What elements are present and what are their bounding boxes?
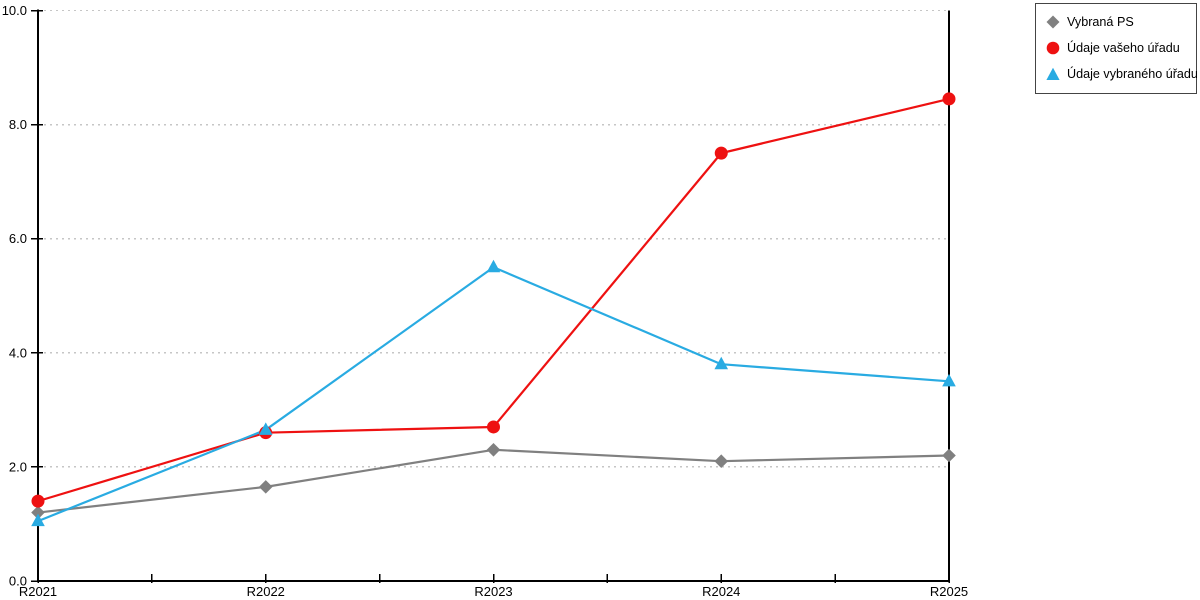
data-point xyxy=(31,505,45,520)
diamond-marker-icon xyxy=(1046,15,1060,29)
data-point xyxy=(487,420,500,434)
data-point xyxy=(486,442,501,457)
legend-label-udaje-vybraneho-uradu: Údaje vybraného úřadu xyxy=(1067,67,1198,81)
data-point xyxy=(258,422,273,435)
y-tick-label: 8.0 xyxy=(9,117,27,132)
legend-item-udaje-vaseho-uradu: Údaje vašeho úřadu xyxy=(1046,41,1190,55)
data-point xyxy=(942,92,956,106)
triangle-marker-icon xyxy=(1046,67,1060,80)
legend: Vybraná PS Údaje vašeho úřadu Údaje vybr… xyxy=(1035,3,1198,94)
data-point xyxy=(31,513,45,527)
data-point xyxy=(714,146,728,160)
y-tick-label: 4.0 xyxy=(9,345,27,360)
series-line-2 xyxy=(37,266,950,523)
data-point xyxy=(942,373,956,387)
series-line-1 xyxy=(37,97,950,503)
data-point xyxy=(714,454,729,468)
data-point xyxy=(31,494,45,508)
y-tick-label: 0.0 xyxy=(9,574,27,589)
legend-item-vybrana-ps: Vybraná PS xyxy=(1046,15,1190,29)
y-tick-label: 2.0 xyxy=(9,459,27,474)
y-tick-label: 10.0 xyxy=(2,3,27,18)
data-point xyxy=(486,259,501,273)
legend-label-udaje-vaseho-uradu: Údaje vašeho úřadu xyxy=(1067,41,1180,55)
x-tick-label: R2024 xyxy=(702,584,740,599)
data-point xyxy=(942,448,956,463)
legend-label-vybrana-ps: Vybraná PS xyxy=(1067,15,1134,29)
x-tick-label: R2025 xyxy=(930,584,968,599)
data-point xyxy=(714,356,729,370)
data-point xyxy=(258,480,273,494)
x-tick-label: R2023 xyxy=(474,584,512,599)
legend-item-udaje-vybraneho-uradu: Údaje vybraného úřadu xyxy=(1046,67,1198,81)
x-tick-label: R2022 xyxy=(247,584,285,599)
y-tick-label: 6.0 xyxy=(9,231,27,246)
circle-marker-icon xyxy=(1046,41,1060,55)
x-tick-label: R2021 xyxy=(19,584,57,599)
